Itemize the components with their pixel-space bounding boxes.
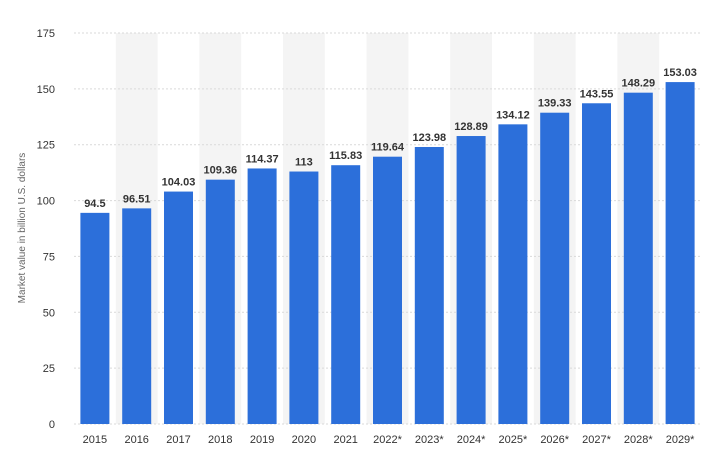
- bar[interactable]: [498, 124, 528, 425]
- bar-value-label: 143.55: [580, 88, 614, 100]
- bar-value-label: 148.29: [621, 78, 655, 90]
- y-tick-label: 0: [49, 419, 55, 431]
- bar[interactable]: [540, 112, 570, 425]
- bar-value-label: 123.98: [412, 132, 446, 144]
- x-tick-label: 2026*: [540, 434, 569, 446]
- y-tick-label: 100: [37, 196, 55, 208]
- x-tick-label: 2018: [208, 434, 232, 446]
- bar[interactable]: [414, 146, 444, 424]
- bar[interactable]: [456, 136, 486, 424]
- y-tick-label: 75: [43, 251, 55, 263]
- x-tick-label: 2020: [292, 434, 316, 446]
- bar-value-label: 109.36: [203, 165, 237, 177]
- x-tick-label: 2016: [124, 434, 148, 446]
- x-tick-label: 2027*: [582, 434, 611, 446]
- bar[interactable]: [80, 212, 110, 424]
- x-tick-label: 2025*: [499, 434, 528, 446]
- x-axis-ticks: 2015 2016 2017 2018 2019 2020 2021 2022* 2023* 20…: [83, 434, 696, 446]
- x-tick-label: 2019: [250, 434, 274, 446]
- y-tick-label: 150: [37, 84, 55, 96]
- bar-value-label: 128.89: [454, 121, 488, 133]
- bar-value-label: 104.03: [162, 177, 196, 189]
- bar-value-label: 134.12: [496, 109, 530, 121]
- bar[interactable]: [373, 156, 402, 424]
- x-tick-label: 2015: [83, 434, 107, 446]
- bar-value-label: 113: [295, 157, 313, 169]
- bar-value-label: 96.51: [123, 193, 151, 205]
- bar-value-label: 153.03: [663, 67, 697, 79]
- y-tick-label: 175: [37, 28, 55, 40]
- x-tick-label: 2024*: [457, 434, 486, 446]
- value-labels: 94.5 96.51 104.03 109.36 114.37 113 115.83 119.…: [84, 67, 697, 210]
- bar-value-label: 115.83: [329, 150, 362, 162]
- x-tick-label: 2029*: [666, 434, 695, 446]
- bar-value-label: 119.64: [371, 142, 405, 154]
- x-tick-label: 2028*: [624, 434, 653, 446]
- y-axis-ticks: 0 25 50 75 100 125 150 175: [37, 28, 55, 431]
- bars: [80, 82, 695, 425]
- bar[interactable]: [247, 168, 277, 424]
- bar[interactable]: [665, 82, 695, 425]
- y-tick-label: 125: [37, 140, 55, 152]
- bar[interactable]: [164, 191, 193, 424]
- x-tick-label: 2021: [333, 434, 357, 446]
- y-tick-label: 50: [43, 307, 55, 319]
- y-tick-label: 25: [43, 363, 55, 375]
- bar[interactable]: [331, 165, 361, 424]
- bar-value-label: 94.5: [84, 198, 105, 210]
- bar-value-label: 139.33: [538, 98, 572, 110]
- bar-value-label: 114.37: [246, 153, 279, 165]
- x-tick-label: 2017: [166, 434, 190, 446]
- bar[interactable]: [623, 92, 653, 425]
- bar[interactable]: [122, 208, 152, 424]
- bar[interactable]: [582, 103, 611, 425]
- bar[interactable]: [289, 171, 319, 424]
- y-axis-title: Market value in billion U.S. dollars: [17, 153, 28, 304]
- x-tick-label: 2022*: [373, 434, 402, 446]
- bar[interactable]: [205, 179, 235, 424]
- x-tick-label: 2023*: [415, 434, 444, 446]
